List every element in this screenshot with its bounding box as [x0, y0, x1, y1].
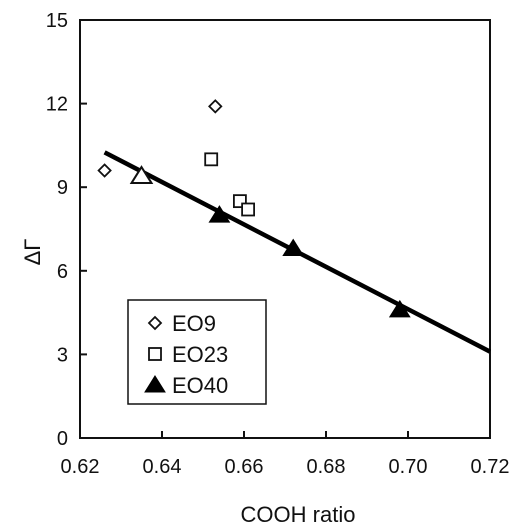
point-eo9 — [208, 99, 223, 114]
point-eo40 — [388, 299, 411, 318]
x-axis-title: COOH ratio — [241, 502, 356, 527]
plot-frame — [79, 19, 491, 439]
point-eo23 — [204, 152, 219, 167]
y-tick-label: 6 — [57, 261, 68, 283]
point-eo40 — [282, 238, 305, 257]
y-axis-ticks: 0 3 6 9 12 15 — [46, 10, 87, 450]
x-tick-label: 0.70 — [389, 456, 428, 478]
point-eo40 — [129, 165, 154, 185]
legend-label-eo40: EO40 — [172, 373, 228, 398]
point-eo23 — [241, 202, 256, 217]
x-tick-label: 0.64 — [143, 456, 182, 478]
x-tick-label: 0.66 — [225, 456, 264, 478]
y-tick-label: 3 — [57, 344, 68, 366]
x-tick-label: 0.72 — [471, 456, 510, 478]
y-tick-label: 9 — [57, 177, 68, 199]
y-axis-title: ΔΓ — [20, 239, 45, 266]
legend-marker-eo23 — [148, 347, 162, 361]
legend-marker-eo40 — [144, 375, 166, 393]
y-tick-label: 15 — [46, 10, 68, 32]
x-axis-ticks: 0.62 0.64 0.66 0.68 0.70 0.72 — [61, 431, 510, 478]
point-eo40 — [208, 205, 231, 223]
legend-label-eo23: EO23 — [172, 342, 228, 367]
plot-area — [79, 19, 491, 439]
point-eo9 — [97, 163, 112, 178]
legend-marker-eo9 — [147, 315, 163, 331]
legend: EO9 EO23 EO40 — [127, 299, 267, 405]
data-points — [97, 99, 411, 318]
legend-label-eo9: EO9 — [172, 311, 216, 336]
y-tick-label: 0 — [57, 428, 68, 450]
x-tick-label: 0.62 — [61, 456, 100, 478]
x-tick-label: 0.68 — [307, 456, 346, 478]
y-tick-label: 12 — [46, 94, 68, 116]
